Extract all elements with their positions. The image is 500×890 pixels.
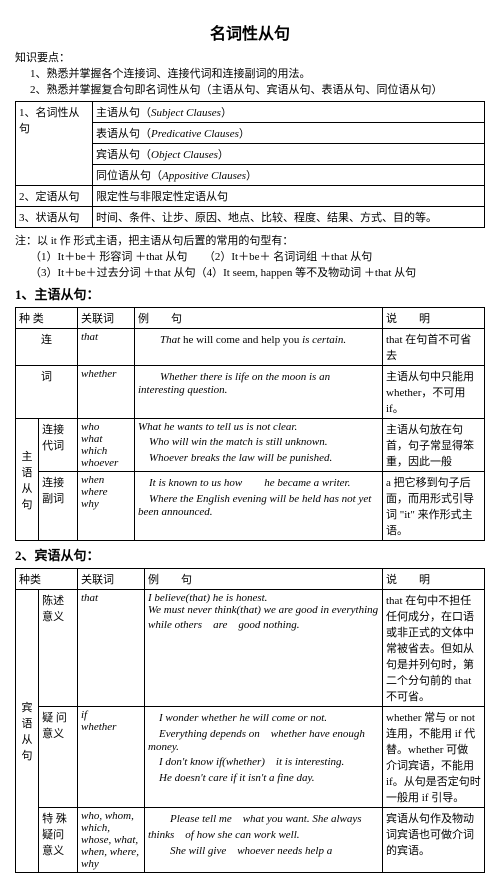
note-it: 注：以 it 作 形式主语，把主语从句后置的常用的句型有： （1）It＋be＋ … [15, 232, 485, 280]
cell: 同位语从句（Appositive Clauses） [93, 165, 485, 186]
cell: 连接代词 [39, 419, 78, 472]
note-2: （3）It＋be＋过去分词 ＋that 从句（4）It seem, happen… [30, 264, 485, 280]
note-1: （1）It＋be＋ 形容词 ＋that 从句 （2）It＋be＋ 名词词组 ＋t… [30, 248, 485, 264]
cell: It is known to us how he became a writer… [135, 472, 383, 541]
th: 说 明 [383, 569, 485, 590]
cell: I believe(that) he is honest. We must ne… [145, 590, 383, 707]
cell: whether 常与 or not 连用，不能用 if 代替。whether 可… [383, 707, 485, 808]
cell: 主语从句中只能用 whether，不可用 if。 [383, 366, 485, 419]
kp-2: 2、熟悉并掌握复合句即名词性从句（主语从句、宾语从句、表语从句、同位语从句） [30, 81, 485, 97]
cell: who, whom, which, whose, what, when, whe… [78, 808, 145, 873]
th: 例 句 [145, 569, 383, 590]
cell: whether [78, 366, 135, 419]
cell: 表语从句（Predicative Clauses） [93, 123, 485, 144]
section-1: 1、主语从句： [15, 284, 485, 303]
th: 说 明 [383, 308, 485, 329]
cell: 限定性与非限定性定语从句 [93, 186, 485, 207]
th: 种类 [16, 569, 78, 590]
cell-side: 宾语从句 [16, 590, 39, 873]
cell: when where why [78, 472, 135, 541]
th: 例 句 [135, 308, 383, 329]
cell: 连 [16, 329, 78, 366]
table-subject-clause: 种 类 关联词 例 句 说 明 连 that That he will come… [15, 307, 485, 541]
cell: That he will come and help you is certai… [135, 329, 383, 366]
kp-label: 知识要点： [15, 49, 485, 65]
cell: that [78, 329, 135, 366]
note-label: 注：以 it 作 形式主语，把主语从句后置的常用的句型有： [15, 232, 485, 248]
cell: 陈述意义 [39, 590, 78, 707]
cell-side: 主语从句 [16, 419, 39, 541]
cell: 特 殊 疑问意义 [39, 808, 78, 873]
cell: that 在句首不可省去 [383, 329, 485, 366]
cell: if whether [78, 707, 145, 808]
cell: 连接副词 [39, 472, 78, 541]
th: 关联词 [78, 308, 135, 329]
th: 关联词 [78, 569, 145, 590]
cell: 疑 问 意义 [39, 707, 78, 808]
cell: Please tell me what you want. She always… [145, 808, 383, 873]
cell: 3、状语从句 [16, 207, 93, 228]
cell: Whether there is life on the moon is an … [135, 366, 383, 419]
section-2: 2、宾语从句： [15, 545, 485, 564]
cell: 时间、条件、让步、原因、地点、比较、程度、结果、方式、目的等。 [93, 207, 485, 228]
cell: who what which whoever [78, 419, 135, 472]
page-title: 名词性从句 [15, 20, 485, 44]
cell: What he wants to tell us is not clear. W… [135, 419, 383, 472]
cell: that 在句中不担任任何成分，在口语或非正式的文体中常被省去。但如从句是并列句… [383, 590, 485, 707]
cell: 宾语从句作及物动词宾语也可做介词的宾语。 [383, 808, 485, 873]
cell: 主语从句放在句首，句子常显得笨重，因此一般 [383, 419, 485, 472]
cell-noun-clause: 1、名词性从句 [16, 102, 93, 186]
table-object-clause: 种类 关联词 例 句 说 明 宾语从句 陈述意义 that I believe(… [15, 568, 485, 873]
cell: 词 [16, 366, 78, 419]
cell: that [78, 590, 145, 707]
cell: 2、定语从句 [16, 186, 93, 207]
table-clause-types: 1、名词性从句 主语从句（Subject Clauses） 表语从句（Predi… [15, 101, 485, 228]
cell: a 把它移到句子后面，而用形式引导词 "it" 来作形式主语。 [383, 472, 485, 541]
cell: 主语从句（Subject Clauses） [93, 102, 485, 123]
cell: I wonder whether he will come or not. Ev… [145, 707, 383, 808]
th: 种 类 [16, 308, 78, 329]
cell: 宾语从句（Object Clauses） [93, 144, 485, 165]
kp-1: 1、熟悉并掌握各个连接词、连接代词和连接副词的用法。 [30, 65, 485, 81]
knowledge-points: 知识要点： 1、熟悉并掌握各个连接词、连接代词和连接副词的用法。 2、熟悉并掌握… [15, 49, 485, 97]
